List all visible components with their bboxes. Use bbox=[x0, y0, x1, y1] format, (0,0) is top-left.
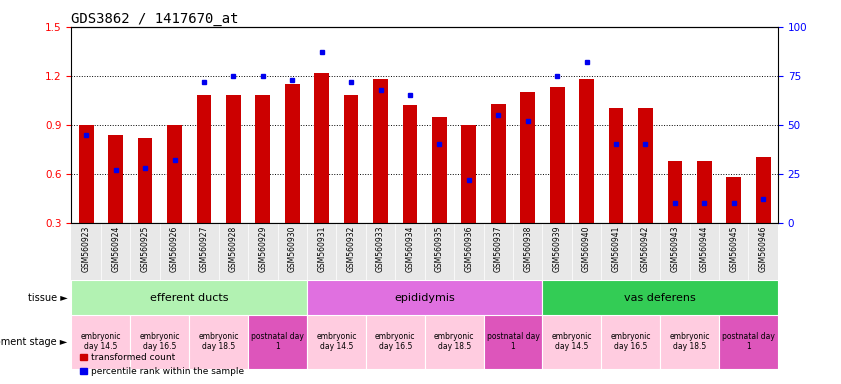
Bar bbox=[425, 315, 484, 369]
Text: GSM560925: GSM560925 bbox=[140, 226, 150, 272]
Bar bbox=[130, 315, 189, 369]
Bar bbox=[189, 315, 248, 369]
Bar bbox=[491, 104, 505, 223]
Text: GSM560934: GSM560934 bbox=[405, 226, 415, 272]
Text: GSM560932: GSM560932 bbox=[346, 226, 356, 272]
Bar bbox=[71, 315, 130, 369]
Bar bbox=[542, 315, 601, 369]
Bar bbox=[550, 87, 564, 223]
Text: GSM560938: GSM560938 bbox=[523, 226, 532, 272]
Text: embryonic
day 16.5: embryonic day 16.5 bbox=[140, 332, 180, 351]
Text: GSM560931: GSM560931 bbox=[317, 226, 326, 272]
Bar bbox=[756, 157, 770, 223]
Text: GSM560930: GSM560930 bbox=[288, 226, 297, 272]
Legend: transformed count, percentile rank within the sample: transformed count, percentile rank withi… bbox=[76, 350, 248, 379]
Bar bbox=[167, 125, 182, 223]
Text: GSM560924: GSM560924 bbox=[111, 226, 120, 272]
Text: tissue ►: tissue ► bbox=[28, 293, 67, 303]
Bar bbox=[108, 135, 123, 223]
Text: embryonic
day 14.5: embryonic day 14.5 bbox=[552, 332, 592, 351]
Bar bbox=[638, 109, 653, 223]
Text: GSM560928: GSM560928 bbox=[229, 226, 238, 272]
Bar bbox=[521, 92, 535, 223]
Bar bbox=[727, 177, 741, 223]
Bar bbox=[542, 280, 778, 315]
Bar bbox=[484, 315, 542, 369]
Text: embryonic
day 16.5: embryonic day 16.5 bbox=[375, 332, 415, 351]
Text: embryonic
day 18.5: embryonic day 18.5 bbox=[434, 332, 474, 351]
Bar bbox=[719, 315, 778, 369]
Text: GSM560942: GSM560942 bbox=[641, 226, 650, 272]
Text: GSM560940: GSM560940 bbox=[582, 226, 591, 272]
Text: GSM560933: GSM560933 bbox=[376, 226, 385, 272]
Bar bbox=[601, 315, 660, 369]
Text: GSM560923: GSM560923 bbox=[82, 226, 91, 272]
Text: GSM560927: GSM560927 bbox=[199, 226, 209, 272]
Bar bbox=[373, 79, 388, 223]
Bar bbox=[403, 105, 417, 223]
Text: GSM560944: GSM560944 bbox=[700, 226, 709, 272]
Bar bbox=[285, 84, 299, 223]
Text: development stage ►: development stage ► bbox=[0, 337, 67, 347]
Text: postnatal day
1: postnatal day 1 bbox=[722, 332, 775, 351]
Text: GSM560935: GSM560935 bbox=[435, 226, 444, 272]
Bar bbox=[609, 109, 623, 223]
Text: GSM560937: GSM560937 bbox=[494, 226, 503, 272]
Bar bbox=[315, 73, 329, 223]
Text: GSM560946: GSM560946 bbox=[759, 226, 768, 272]
Text: GDS3862 / 1417670_at: GDS3862 / 1417670_at bbox=[71, 12, 239, 26]
Text: vas deferens: vas deferens bbox=[624, 293, 696, 303]
Text: embryonic
day 18.5: embryonic day 18.5 bbox=[669, 332, 710, 351]
Text: embryonic
day 18.5: embryonic day 18.5 bbox=[198, 332, 239, 351]
Bar bbox=[366, 315, 425, 369]
Text: GSM560936: GSM560936 bbox=[464, 226, 473, 272]
Text: GSM560941: GSM560941 bbox=[611, 226, 621, 272]
Text: efferent ducts: efferent ducts bbox=[150, 293, 229, 303]
Text: GSM560939: GSM560939 bbox=[553, 226, 562, 272]
Bar bbox=[256, 95, 270, 223]
Bar bbox=[668, 161, 682, 223]
Bar bbox=[579, 79, 594, 223]
Text: embryonic
day 14.5: embryonic day 14.5 bbox=[316, 332, 357, 351]
Bar bbox=[79, 125, 93, 223]
Text: GSM560926: GSM560926 bbox=[170, 226, 179, 272]
Bar bbox=[432, 117, 447, 223]
Text: postnatal day
1: postnatal day 1 bbox=[251, 332, 304, 351]
Text: GSM560945: GSM560945 bbox=[729, 226, 738, 272]
Text: GSM560929: GSM560929 bbox=[258, 226, 267, 272]
Bar bbox=[248, 315, 307, 369]
Bar bbox=[462, 125, 476, 223]
Bar bbox=[197, 95, 211, 223]
Bar bbox=[71, 280, 307, 315]
Text: embryonic
day 14.5: embryonic day 14.5 bbox=[81, 332, 121, 351]
Text: postnatal day
1: postnatal day 1 bbox=[487, 332, 539, 351]
Bar bbox=[660, 315, 719, 369]
Bar bbox=[138, 138, 152, 223]
Text: GSM560943: GSM560943 bbox=[670, 226, 680, 272]
Bar bbox=[697, 161, 711, 223]
Text: epididymis: epididymis bbox=[394, 293, 455, 303]
Bar bbox=[307, 315, 366, 369]
Bar bbox=[307, 280, 542, 315]
Bar bbox=[344, 95, 358, 223]
Text: embryonic
day 16.5: embryonic day 16.5 bbox=[611, 332, 651, 351]
Bar bbox=[226, 95, 241, 223]
